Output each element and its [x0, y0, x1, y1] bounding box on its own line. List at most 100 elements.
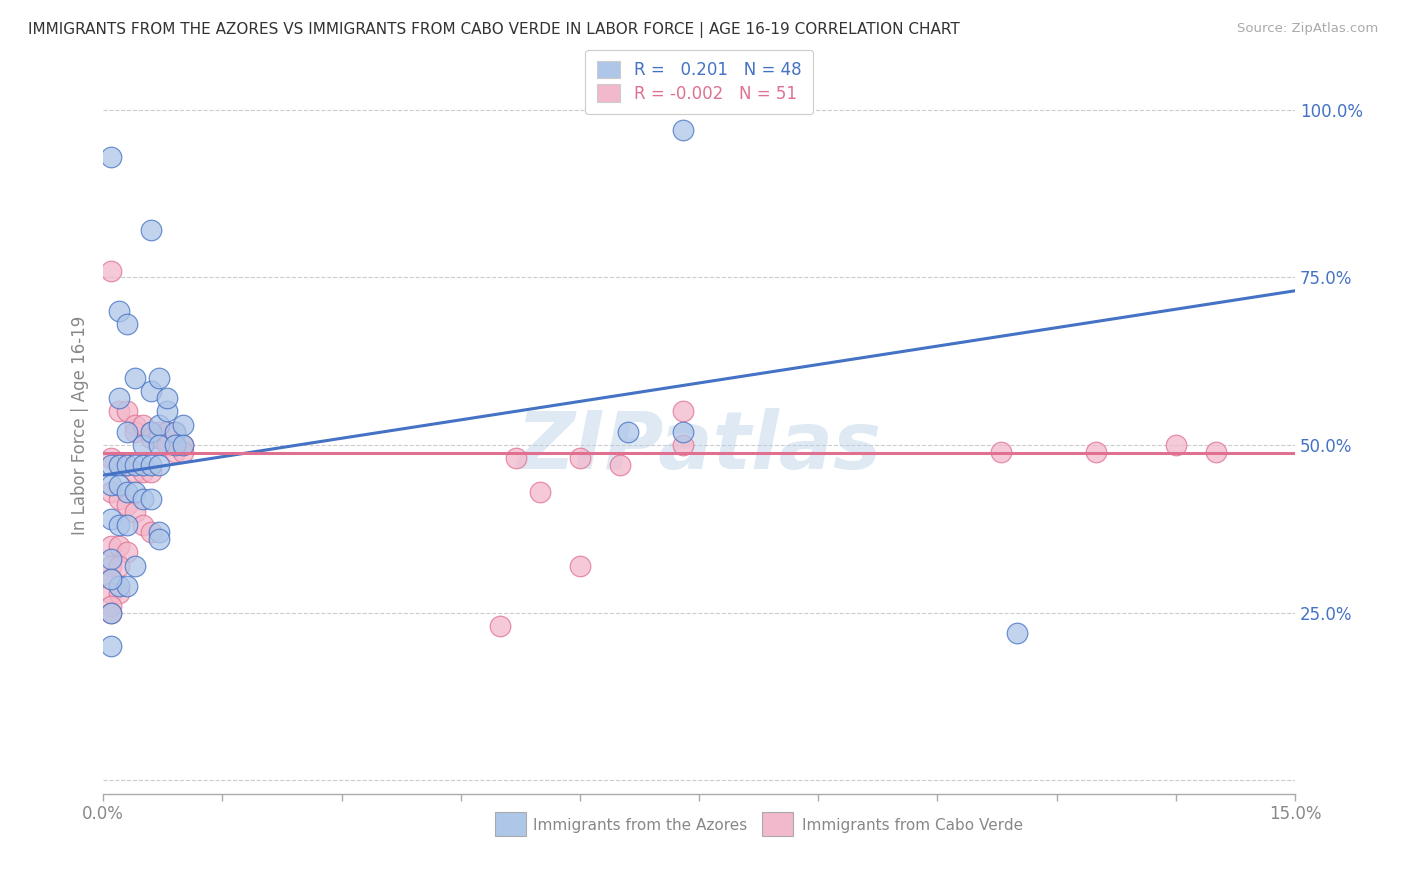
- Point: [148, 458, 170, 472]
- Point: [108, 304, 131, 318]
- Point: [156, 404, 179, 418]
- Point: [124, 417, 146, 432]
- Point: [489, 619, 512, 633]
- Point: [139, 458, 162, 472]
- Point: [124, 425, 146, 439]
- Point: [568, 558, 591, 573]
- Point: [115, 404, 138, 418]
- Point: [100, 263, 122, 277]
- Point: [148, 532, 170, 546]
- Point: [100, 451, 122, 466]
- Point: [139, 425, 162, 439]
- Point: [108, 458, 131, 472]
- Point: [100, 639, 122, 653]
- Point: [115, 458, 138, 472]
- Point: [115, 499, 138, 513]
- Legend: R =   0.201   N = 48, R = -0.002   N = 51: R = 0.201 N = 48, R = -0.002 N = 51: [585, 50, 813, 114]
- Text: Immigrants from Cabo Verde: Immigrants from Cabo Verde: [801, 818, 1022, 833]
- Point: [124, 505, 146, 519]
- Point: [148, 371, 170, 385]
- Point: [115, 458, 138, 472]
- Point: [616, 425, 638, 439]
- Point: [115, 545, 138, 559]
- Point: [100, 484, 122, 499]
- Point: [115, 518, 138, 533]
- Point: [132, 417, 155, 432]
- Point: [139, 491, 162, 506]
- Point: [148, 525, 170, 540]
- Point: [100, 606, 122, 620]
- Point: [108, 391, 131, 405]
- Point: [139, 384, 162, 399]
- Point: [156, 438, 179, 452]
- Point: [672, 123, 695, 137]
- Point: [108, 518, 131, 533]
- Point: [172, 444, 194, 458]
- Point: [1085, 444, 1108, 458]
- Point: [100, 585, 122, 599]
- Point: [163, 444, 186, 458]
- Point: [100, 599, 122, 613]
- Point: [990, 444, 1012, 458]
- Text: IMMIGRANTS FROM THE AZORES VS IMMIGRANTS FROM CABO VERDE IN LABOR FORCE | AGE 16: IMMIGRANTS FROM THE AZORES VS IMMIGRANTS…: [28, 22, 960, 38]
- Point: [108, 579, 131, 593]
- Point: [156, 391, 179, 405]
- Point: [100, 552, 122, 566]
- Point: [672, 425, 695, 439]
- Point: [163, 438, 186, 452]
- Point: [108, 539, 131, 553]
- Point: [139, 223, 162, 237]
- Point: [148, 431, 170, 445]
- Point: [1205, 444, 1227, 458]
- Point: [108, 478, 131, 492]
- Point: [132, 458, 155, 472]
- Point: [100, 150, 122, 164]
- Point: [609, 458, 631, 472]
- Point: [124, 465, 146, 479]
- Point: [568, 451, 591, 466]
- Point: [672, 404, 695, 418]
- Point: [163, 438, 186, 452]
- Point: [108, 491, 131, 506]
- Point: [124, 458, 146, 472]
- Point: [124, 558, 146, 573]
- Y-axis label: In Labor Force | Age 16-19: In Labor Force | Age 16-19: [72, 315, 89, 534]
- Point: [100, 512, 122, 526]
- Point: [172, 438, 194, 452]
- Point: [156, 425, 179, 439]
- Text: Source: ZipAtlas.com: Source: ZipAtlas.com: [1237, 22, 1378, 36]
- Point: [115, 318, 138, 332]
- Point: [100, 572, 122, 586]
- Point: [163, 425, 186, 439]
- Point: [132, 465, 155, 479]
- Point: [108, 558, 131, 573]
- Point: [132, 518, 155, 533]
- Point: [115, 484, 138, 499]
- Point: [163, 425, 186, 439]
- Point: [100, 606, 122, 620]
- Point: [132, 491, 155, 506]
- Point: [172, 438, 194, 452]
- Point: [1005, 625, 1028, 640]
- Point: [124, 371, 146, 385]
- Point: [100, 478, 122, 492]
- Point: [148, 425, 170, 439]
- Point: [148, 417, 170, 432]
- Text: ZIPatlas: ZIPatlas: [516, 408, 882, 486]
- Point: [139, 425, 162, 439]
- Point: [529, 484, 551, 499]
- Point: [148, 438, 170, 452]
- Point: [124, 484, 146, 499]
- Text: Immigrants from the Azores: Immigrants from the Azores: [533, 818, 748, 833]
- Point: [139, 525, 162, 540]
- Point: [132, 438, 155, 452]
- Point: [505, 451, 527, 466]
- Point: [100, 458, 122, 472]
- Point: [108, 404, 131, 418]
- Point: [139, 465, 162, 479]
- Point: [1164, 438, 1187, 452]
- Point: [100, 539, 122, 553]
- Point: [115, 425, 138, 439]
- Point: [115, 579, 138, 593]
- Point: [100, 572, 122, 586]
